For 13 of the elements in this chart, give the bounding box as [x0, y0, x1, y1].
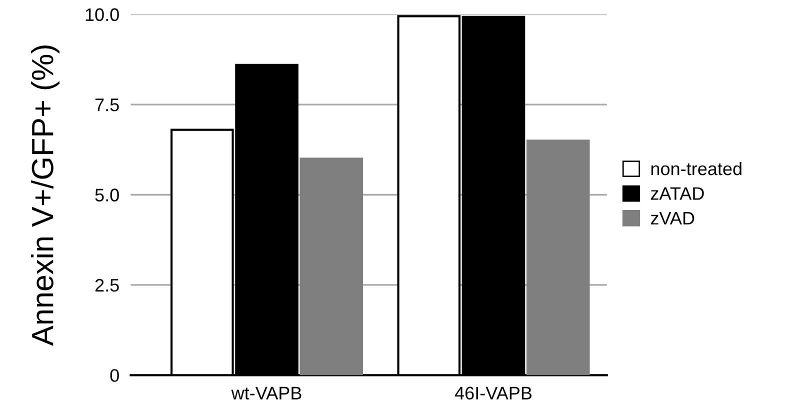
legend-label: non-treated	[651, 162, 742, 176]
x-tick-label: wt-VAPB	[231, 386, 302, 400]
y-tick-label: 2.5	[95, 278, 119, 292]
y-tick-label: 0	[110, 369, 119, 382]
legend-label: zVAD	[650, 212, 694, 224]
y-tick-label: 5.0	[95, 188, 119, 202]
y-tick-label: 7.5	[95, 98, 119, 112]
bar	[300, 158, 364, 376]
x-tick-label: 46I-VAPB	[454, 386, 532, 400]
y-axis-title: Annexin V+/GFP+ (%)	[31, 46, 60, 346]
legend-label: zATAD	[650, 187, 704, 200]
y-tick-label: 10.0	[86, 8, 119, 22]
bar	[526, 140, 590, 376]
